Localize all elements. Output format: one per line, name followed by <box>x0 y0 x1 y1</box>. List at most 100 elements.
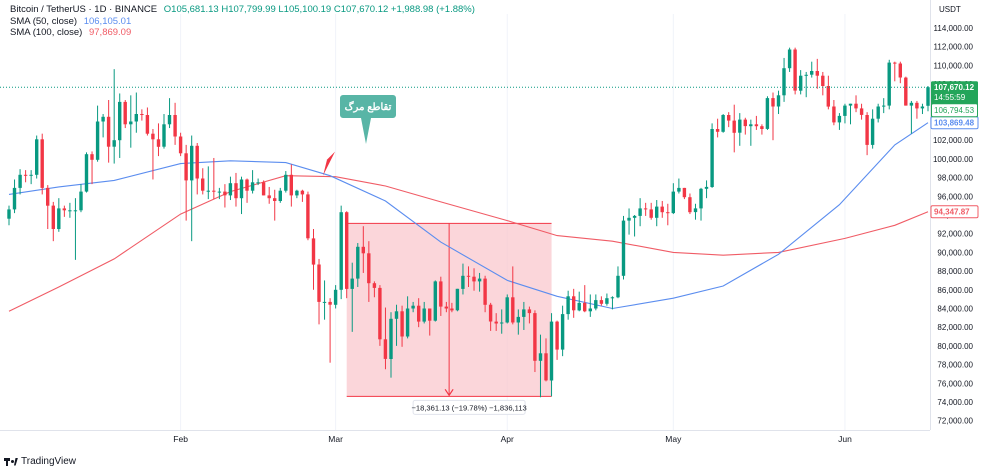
candle-body <box>7 209 11 219</box>
candle-body <box>732 120 736 133</box>
candle-body <box>727 115 731 121</box>
candle-body <box>417 305 421 322</box>
sma100-label: SMA (100, close) <box>10 27 83 38</box>
candle-body <box>234 183 238 199</box>
candle-body <box>62 208 66 211</box>
candle-body <box>810 71 814 75</box>
candle-body <box>372 283 377 288</box>
candle-body <box>660 206 664 213</box>
candle-body <box>245 179 249 191</box>
last-price-badge-text: 107,670.12 <box>934 83 975 92</box>
candle-body <box>776 95 781 107</box>
candle-body <box>743 119 747 127</box>
death-cross-callout-bubble <box>340 95 396 144</box>
price-tick-label: 90,000.00 <box>937 248 973 257</box>
candle-body <box>333 289 338 305</box>
candle-body <box>134 114 138 122</box>
candle-body <box>815 71 819 76</box>
candle-body <box>920 106 925 109</box>
candle-body <box>444 306 448 309</box>
price-tick-label: 74,000.00 <box>937 398 973 407</box>
candle-body <box>583 302 587 312</box>
candle-body <box>870 118 875 145</box>
candle-body <box>455 288 460 311</box>
sma-fast-badge-box <box>932 104 977 117</box>
candle-body <box>516 316 520 323</box>
candle-body <box>267 195 271 199</box>
price-tick-label: 76,000.00 <box>937 379 973 388</box>
candle-body <box>461 275 465 289</box>
candle-body <box>206 190 210 192</box>
death-cross-arrow <box>323 151 336 176</box>
sma50-line <box>8 122 929 310</box>
candle-body <box>616 275 620 298</box>
candle-body <box>311 238 316 265</box>
candle-body <box>804 74 808 76</box>
candle-body <box>787 49 792 69</box>
price-tick-label: 102,000.00 <box>933 136 974 145</box>
price-tick-label: 80,000.00 <box>937 342 973 351</box>
candle-body <box>682 187 687 198</box>
sma100-badge-text: 94,347.87 <box>934 208 970 217</box>
sma100-line <box>8 175 929 312</box>
candle-body <box>527 309 532 314</box>
price-tick-label: 100,000.00 <box>933 155 974 164</box>
countdown-text: 14:55:59 <box>934 93 966 102</box>
tradingview-logo[interactable]: TradingView <box>4 456 76 467</box>
price-tick-label: 112,000.00 <box>934 43 974 52</box>
symbol-title[interactable]: Bitcoin / TetherUS · 1D · BINANCE <box>10 4 158 15</box>
measure-label-text: −18,361.13 (−19.78%) −1,836,113 <box>411 403 526 412</box>
candle-body <box>256 182 260 184</box>
candle-body <box>915 102 919 109</box>
legend-sma100-row[interactable]: SMA (100, close) 97,869.09 <box>10 27 475 39</box>
candle-body <box>167 115 172 125</box>
candle-body <box>621 220 626 276</box>
candle-body <box>627 217 631 221</box>
candle-body <box>577 302 581 311</box>
candle-body <box>173 115 177 137</box>
candle-body <box>300 190 305 195</box>
candle-body <box>201 178 205 191</box>
candle-body <box>228 183 233 196</box>
legend-symbol-row: Bitcoin / TetherUS · 1D · BINANCE O105,6… <box>10 4 475 16</box>
legend-sma50-row[interactable]: SMA (50, close) 106,105.01 <box>10 16 475 28</box>
candle-body <box>533 313 537 361</box>
candle-body <box>339 212 343 290</box>
candle-body <box>239 179 244 199</box>
candle-body <box>273 198 277 201</box>
candle-body <box>140 114 144 115</box>
measure-label-box <box>412 399 526 415</box>
candle-body <box>450 308 454 311</box>
candle-body <box>400 311 404 337</box>
candle-body <box>859 108 864 115</box>
candle-body <box>677 187 681 192</box>
candle-body <box>494 321 498 324</box>
currency-label: USDT <box>939 5 961 14</box>
candle-body <box>522 309 526 317</box>
candle-body <box>317 264 321 302</box>
candle-body <box>926 87 930 106</box>
candle-body <box>433 281 437 321</box>
candle-body <box>261 182 266 196</box>
candle-body <box>428 308 432 321</box>
candle-body <box>666 212 670 214</box>
candle-body <box>544 353 548 381</box>
candle-body <box>793 49 797 91</box>
candle-body <box>156 139 161 147</box>
price-tick-label: 114,000.00 <box>934 24 974 33</box>
candle-body <box>782 68 786 96</box>
candle-body <box>57 208 61 229</box>
candle-body <box>284 174 288 191</box>
candle-body <box>29 174 33 176</box>
candle-body <box>439 281 443 307</box>
candle-body <box>671 191 675 214</box>
candle-body <box>73 210 78 212</box>
month-tick-label: Apr <box>501 434 514 444</box>
death-cross-callout[interactable]: تقاطع مرگ <box>340 95 396 144</box>
candle-body <box>599 300 604 304</box>
candle-body <box>699 188 703 209</box>
price-tick-label: 72,000.00 <box>937 417 973 426</box>
candle-body <box>549 321 554 381</box>
